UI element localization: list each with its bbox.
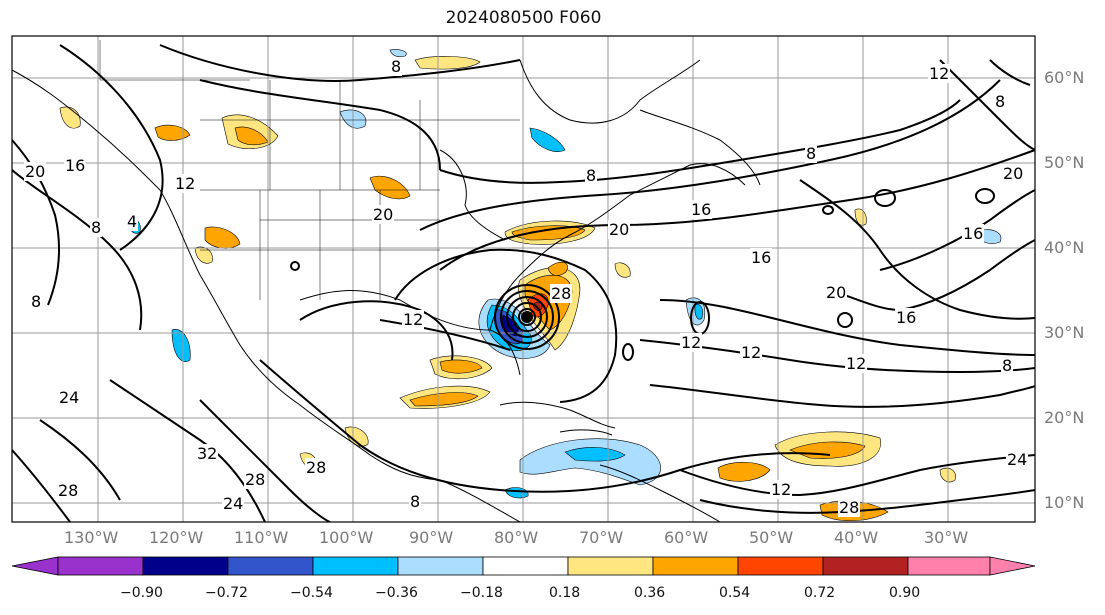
colorbar-under-arrow [11, 556, 59, 576]
lon-label: 50°W [749, 528, 794, 547]
map-title: 2024080500 F060 [445, 8, 602, 28]
lon-label: 30°W [924, 528, 969, 547]
lat-label: 60°N [1044, 68, 1085, 87]
lon-label: 80°W [494, 528, 539, 547]
colorbar-tick-label: −0.90 [120, 585, 163, 601]
colorbar-tick-label: 0.54 [719, 585, 751, 601]
map-frame [11, 35, 1036, 523]
colorbar-bin [482, 556, 569, 576]
lat-label: 30°N [1044, 323, 1085, 342]
colorbar-tick-label: −0.54 [290, 585, 333, 601]
state-borders [99, 40, 520, 300]
colorbar-bin [652, 556, 739, 576]
lon-label: 120°W [149, 528, 204, 547]
lat-label: 10°N [1044, 493, 1085, 512]
colorbar-tick-label: 0.18 [549, 585, 581, 601]
lat-label: 40°N [1044, 238, 1085, 257]
colorbar-over-arrow [989, 556, 1036, 576]
colorbar-tick-label: −0.72 [205, 585, 248, 601]
colorbar-tick-label: 0.36 [634, 585, 666, 601]
colorbar-tick-label: 0.72 [804, 585, 836, 601]
colorbar-bin [567, 556, 654, 576]
colorbar-bin [737, 556, 824, 576]
colorbar-bin [822, 556, 909, 576]
contours [12, 44, 1035, 522]
colorbar-tick-label: −0.18 [460, 585, 503, 601]
lon-label: 110°W [234, 528, 289, 547]
colorbar [11, 556, 1036, 576]
colorbar-tick-label: 0.90 [889, 585, 921, 601]
lon-label: 40°W [834, 528, 879, 547]
colorbar-bin [312, 556, 399, 576]
lon-label: 70°W [579, 528, 624, 547]
colorbar-bin [397, 556, 484, 576]
colorbar-bin [57, 556, 144, 576]
lon-label: 60°W [664, 528, 709, 547]
lon-label: 130°W [64, 528, 119, 547]
colorbar-tick-label: −0.36 [375, 585, 418, 601]
lat-label: 50°N [1044, 153, 1085, 172]
lon-label: 90°W [409, 528, 454, 547]
lon-label: 100°W [319, 528, 374, 547]
graticule [12, 36, 1035, 522]
colorbar-bin [907, 556, 991, 576]
colorbar-bin [227, 556, 314, 576]
colorbar-bin [142, 556, 229, 576]
lat-label: 20°N [1044, 408, 1085, 427]
